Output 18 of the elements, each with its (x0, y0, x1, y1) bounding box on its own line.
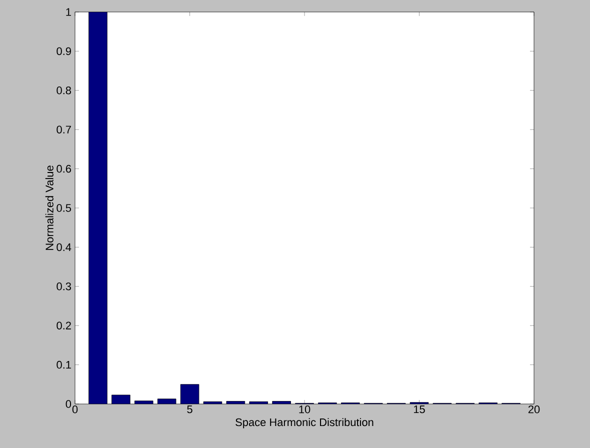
y-tick-label: 0 (66, 400, 72, 408)
y-tick-label: 0.3 (56, 282, 72, 290)
y-tick-label: 0.4 (56, 243, 72, 252)
x-tick-label: 15 (414, 406, 425, 414)
y-tick-label: 1 (66, 8, 71, 16)
y-tick-label: 0.5 (56, 204, 72, 212)
x-tick-label: 20 (528, 406, 540, 414)
y-tick-label: 0.8 (56, 86, 72, 94)
y-tick-label: 0.6 (56, 164, 72, 173)
x-tick-label: 5 (187, 406, 192, 414)
x-axis-title: Space Harmonic Distribution (236, 418, 374, 428)
y-axis-title: Normalized Value (45, 166, 54, 250)
y-tick-label: 0.9 (56, 47, 71, 56)
y-tick-label: 0.1 (56, 360, 71, 369)
x-tick-label: 0 (72, 406, 78, 414)
x-tick-label: 10 (299, 406, 310, 414)
y-tick-label: 0.2 (56, 322, 71, 330)
y-tick-label: 0.7 (56, 126, 71, 134)
